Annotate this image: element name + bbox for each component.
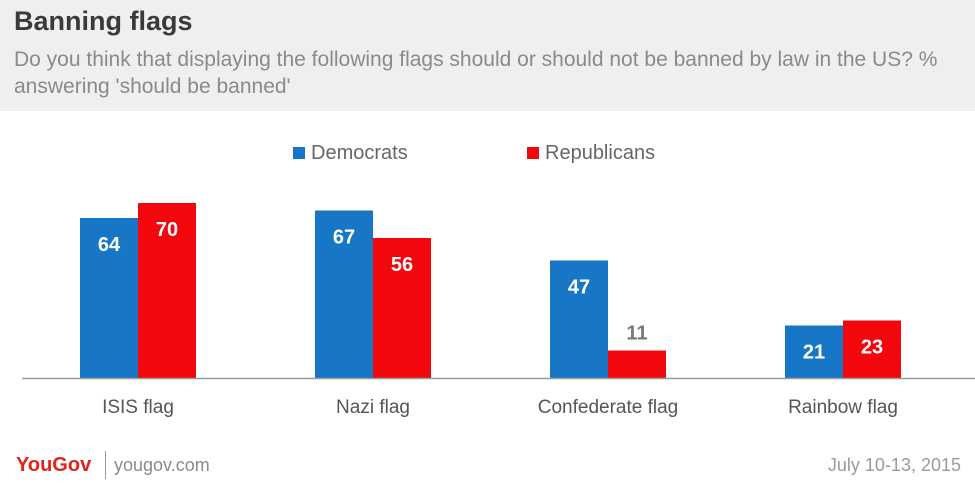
data-label-democrats-2: 67 xyxy=(333,227,355,249)
bar-republicans-1 xyxy=(138,203,196,378)
category-label-2: Nazi flag xyxy=(336,397,410,418)
legend-swatch-democrats xyxy=(293,147,305,159)
data-label-democrats-1: 64 xyxy=(98,234,121,256)
chart-title: Banning flags xyxy=(14,6,193,36)
footer-date: July 10-13, 2015 xyxy=(827,455,961,475)
bar-democrats-4 xyxy=(785,325,843,378)
category-label-3: Confederate flag xyxy=(538,397,679,418)
data-label-republicans-3: 11 xyxy=(626,323,647,345)
category-label-4: Rainbow flag xyxy=(788,397,898,418)
category-label-1: ISIS flag xyxy=(102,397,174,418)
bar-democrats-3 xyxy=(550,260,608,378)
footer-divider xyxy=(105,451,106,479)
legend-label-democrats: Democrats xyxy=(311,141,408,164)
bar-democrats-2 xyxy=(315,210,373,378)
chart-header: Banning flags Do you think that displayi… xyxy=(0,0,975,111)
legend-swatch-republicans xyxy=(527,147,539,159)
legend-item-republicans: Republicans xyxy=(527,140,655,166)
data-label-republicans-1: 70 xyxy=(156,219,178,241)
footer-site: yougov.com xyxy=(114,455,210,475)
data-label-republicans-2: 56 xyxy=(391,254,413,276)
bar-republicans-2 xyxy=(373,238,431,378)
legend-label-republicans: Republicans xyxy=(545,141,656,164)
data-label-republicans-4: 23 xyxy=(861,337,883,359)
data-label-democrats-3: 47 xyxy=(568,277,590,299)
legend-item-democrats: Democrats xyxy=(293,140,408,166)
data-label-democrats-4: 21 xyxy=(803,342,825,364)
bar-democrats-1 xyxy=(80,218,138,378)
bar-republicans-3 xyxy=(608,350,666,378)
bar-republicans-4 xyxy=(843,320,901,378)
yougov-logo: YouGov xyxy=(16,454,92,476)
chart-subtitle: Do you think that displaying the followi… xyxy=(14,48,938,98)
